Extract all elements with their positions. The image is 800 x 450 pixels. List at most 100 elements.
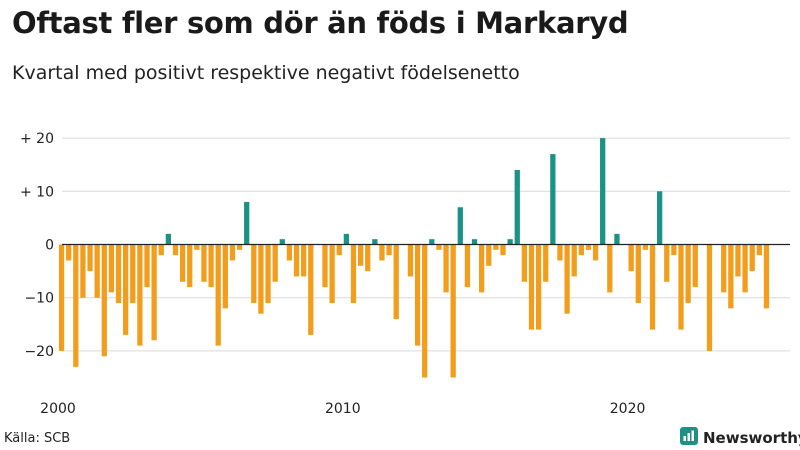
y-tick-label: −20 (24, 344, 54, 360)
bar (244, 201, 250, 245)
bar (130, 244, 136, 304)
bar (742, 244, 748, 293)
bar (493, 244, 499, 250)
bar (642, 244, 649, 250)
bar (571, 244, 577, 277)
bar (436, 244, 442, 250)
bar (272, 244, 278, 282)
y-tick-label: −10 (24, 291, 54, 307)
bar (728, 244, 734, 309)
bar (301, 244, 307, 277)
bar (678, 244, 684, 330)
newsworthy-brand[interactable]: Newsworthy (680, 427, 800, 449)
bar (73, 244, 79, 367)
bar (236, 244, 243, 250)
grid-lines (62, 137, 790, 352)
bar (592, 244, 599, 261)
bar (343, 233, 349, 245)
brand-name: Newsworthy (703, 429, 800, 447)
bar (66, 244, 72, 261)
bar (379, 244, 385, 261)
bar (578, 244, 584, 256)
bar (229, 244, 236, 261)
bar (457, 207, 463, 245)
bar (550, 154, 556, 245)
bar (614, 233, 620, 245)
bar (123, 244, 129, 335)
bar (486, 244, 492, 266)
bar (372, 239, 378, 245)
bar (158, 244, 164, 256)
bar (336, 244, 342, 256)
bar (607, 244, 613, 293)
bar (365, 244, 371, 272)
bar (543, 244, 549, 282)
bar (657, 191, 663, 245)
bar (215, 244, 221, 346)
bar (514, 170, 520, 245)
y-tick-label: + 20 (20, 131, 54, 147)
bar (258, 244, 264, 314)
bar (137, 244, 143, 346)
bar (308, 244, 314, 335)
bar (115, 244, 122, 304)
bar-series (58, 138, 770, 378)
bar (172, 244, 179, 256)
x-tick-label: 2000 (40, 401, 76, 417)
bar (201, 244, 207, 282)
bar (557, 244, 563, 261)
bar (471, 239, 478, 245)
bar (414, 244, 421, 346)
bar (87, 244, 93, 272)
bar (528, 244, 535, 330)
bar (265, 244, 271, 304)
bar (649, 244, 656, 330)
bar (386, 244, 392, 256)
bar (151, 244, 157, 341)
bar (600, 138, 606, 245)
bar (507, 239, 513, 245)
bar (671, 244, 677, 256)
bar (144, 244, 150, 288)
x-tick-label: 2020 (610, 401, 646, 417)
bar (286, 244, 293, 261)
bar (628, 244, 634, 272)
bar (756, 244, 762, 256)
bar (350, 244, 357, 304)
y-tick-label: 0 (45, 238, 54, 254)
bar (500, 244, 506, 256)
bar (194, 244, 200, 250)
bar (80, 244, 86, 298)
bar (108, 244, 115, 293)
chart-title: Oftast fler som dör än föds i Markaryd (12, 6, 629, 40)
bar (664, 244, 670, 282)
bar (721, 244, 727, 293)
bar (450, 244, 456, 378)
bar (429, 239, 435, 245)
bar (393, 244, 399, 319)
bar (293, 244, 300, 277)
bar (564, 244, 570, 314)
bar (692, 244, 698, 288)
bar (443, 244, 449, 293)
bar (279, 239, 285, 245)
bar (101, 244, 107, 357)
bar (422, 244, 428, 378)
bar (464, 244, 471, 288)
bar (94, 244, 100, 298)
bar (251, 244, 257, 304)
y-tick-label: + 10 (20, 184, 54, 200)
bar (479, 244, 485, 293)
bar (222, 244, 228, 309)
bar (165, 233, 171, 245)
bar (706, 244, 713, 351)
bar (635, 244, 641, 304)
bar (187, 244, 193, 288)
bar (585, 244, 592, 250)
x-tick-label: 2010 (325, 401, 361, 417)
source-note: Källa: SCB (4, 431, 71, 446)
bar (749, 244, 755, 272)
bar (322, 244, 328, 288)
bar (735, 244, 741, 277)
